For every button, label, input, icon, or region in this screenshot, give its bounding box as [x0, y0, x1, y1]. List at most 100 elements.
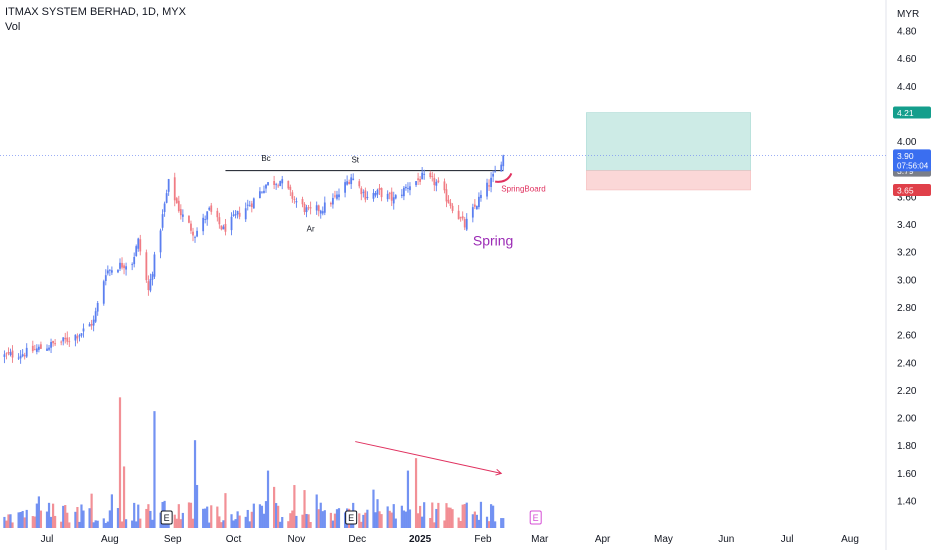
candle[interactable] — [117, 269, 119, 274]
candle[interactable] — [90, 319, 93, 330]
candle[interactable] — [33, 344, 36, 351]
candle[interactable] — [192, 227, 194, 242]
candle[interactable] — [500, 161, 503, 172]
candle[interactable] — [64, 332, 67, 344]
candle[interactable] — [222, 224, 225, 230]
target-zone[interactable] — [586, 112, 751, 171]
candle[interactable] — [131, 262, 134, 271]
candle[interactable] — [305, 204, 308, 218]
candle[interactable] — [218, 212, 221, 229]
candle[interactable] — [362, 189, 365, 198]
candle[interactable] — [419, 176, 422, 185]
candle[interactable] — [104, 269, 107, 286]
candle[interactable] — [259, 187, 261, 199]
candle[interactable] — [208, 206, 211, 211]
candle[interactable] — [366, 191, 369, 200]
candle[interactable] — [108, 269, 111, 277]
candle[interactable] — [465, 213, 468, 232]
candle[interactable] — [188, 215, 190, 224]
candle[interactable] — [139, 234, 142, 256]
candle[interactable] — [151, 271, 154, 286]
candle[interactable] — [431, 171, 434, 182]
earnings-marker[interactable]: E — [345, 510, 358, 525]
candle[interactable] — [194, 235, 196, 243]
candle[interactable] — [82, 323, 85, 338]
candle[interactable] — [159, 228, 162, 259]
candle[interactable] — [23, 352, 26, 360]
candle[interactable] — [336, 190, 338, 201]
candle[interactable] — [17, 353, 20, 361]
candle[interactable] — [119, 258, 121, 271]
candle[interactable] — [153, 251, 156, 280]
candle[interactable] — [449, 199, 452, 209]
candle[interactable] — [76, 333, 79, 344]
candle[interactable] — [74, 334, 77, 347]
candle[interactable] — [289, 184, 292, 197]
candle[interactable] — [459, 216, 462, 222]
candle[interactable] — [407, 182, 409, 193]
candle[interactable] — [321, 206, 324, 216]
candle[interactable] — [7, 347, 10, 356]
earnings-marker[interactable]: E — [529, 510, 542, 525]
candle[interactable] — [190, 220, 192, 234]
candle[interactable] — [447, 195, 450, 204]
candle[interactable] — [443, 178, 446, 194]
candle[interactable] — [246, 199, 249, 211]
candle[interactable] — [265, 184, 267, 193]
candle[interactable] — [279, 180, 282, 187]
candle[interactable] — [480, 190, 482, 202]
candle[interactable] — [206, 211, 209, 226]
earnings-marker[interactable]: E — [160, 510, 173, 525]
candle[interactable] — [5, 352, 8, 360]
candle[interactable] — [106, 265, 109, 276]
candle[interactable] — [52, 340, 54, 347]
candle[interactable] — [303, 202, 306, 215]
candle[interactable] — [179, 204, 182, 220]
candle[interactable] — [329, 201, 332, 207]
candle[interactable] — [400, 189, 403, 199]
candle[interactable] — [360, 186, 363, 201]
candle[interactable] — [25, 343, 28, 358]
candle[interactable] — [167, 178, 170, 196]
candle[interactable] — [386, 190, 389, 202]
candle[interactable] — [445, 183, 448, 208]
candle[interactable] — [293, 196, 296, 204]
candle[interactable] — [181, 209, 184, 222]
candle[interactable] — [417, 172, 419, 186]
candle[interactable] — [338, 188, 340, 201]
candle[interactable] — [392, 191, 395, 210]
candle[interactable] — [250, 200, 253, 213]
candle[interactable] — [263, 185, 265, 194]
candle[interactable] — [19, 350, 22, 364]
candle[interactable] — [102, 279, 105, 306]
candle[interactable] — [423, 169, 426, 180]
candle[interactable] — [273, 175, 276, 190]
candle[interactable] — [135, 244, 138, 257]
candle[interactable] — [248, 200, 251, 207]
candle[interactable] — [163, 201, 166, 217]
candle[interactable] — [202, 213, 205, 236]
candle[interactable] — [210, 202, 213, 215]
candle[interactable] — [317, 204, 320, 217]
candle[interactable] — [488, 179, 490, 191]
candle[interactable] — [147, 275, 150, 296]
candle[interactable] — [402, 186, 405, 201]
candle[interactable] — [409, 182, 411, 196]
candle[interactable] — [390, 187, 393, 207]
candle[interactable] — [332, 193, 334, 209]
candle[interactable] — [62, 337, 65, 346]
candle[interactable] — [307, 205, 310, 211]
candle[interactable] — [216, 207, 219, 222]
candle[interactable] — [31, 340, 34, 354]
candle[interactable] — [261, 191, 263, 194]
candle[interactable] — [238, 206, 241, 220]
candle[interactable] — [475, 205, 478, 210]
candle[interactable] — [35, 344, 38, 355]
volume-trend-arrow[interactable] — [355, 441, 502, 474]
candle[interactable] — [492, 170, 495, 183]
candle[interactable] — [348, 179, 351, 185]
candle[interactable] — [429, 170, 432, 179]
candle[interactable] — [291, 190, 294, 203]
candle[interactable] — [252, 197, 255, 209]
